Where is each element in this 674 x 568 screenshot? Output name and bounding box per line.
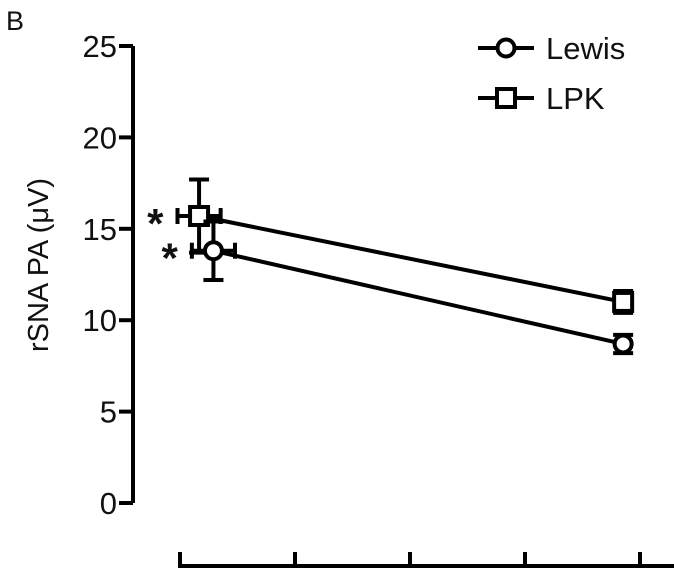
chart-annotations: ** xyxy=(147,200,178,282)
series-line-lewis xyxy=(212,248,624,346)
significance-marker: * xyxy=(147,200,164,247)
significance-marker: * xyxy=(162,235,179,282)
data-point-lewis xyxy=(612,333,634,355)
y-tick-label: 5 xyxy=(100,395,117,430)
y-axis-title: rSNA PA (μV) xyxy=(23,178,55,352)
data-point-lpk xyxy=(612,290,635,313)
chart-axes: 0 5 10 15 20 25 xyxy=(83,29,674,568)
chart-legend: Lewis LPK xyxy=(478,31,625,116)
legend-label-lpk: LPK xyxy=(546,81,605,116)
series-line-lpk xyxy=(198,214,624,304)
y-tick-label: 20 xyxy=(83,120,117,155)
data-point-lewis xyxy=(202,240,224,262)
y-tick-label: 15 xyxy=(83,212,117,247)
y-tick-label: 0 xyxy=(100,486,117,521)
y-tick-label: 25 xyxy=(83,29,117,64)
y-tick-label: 10 xyxy=(83,303,117,338)
chart-series xyxy=(175,177,635,356)
legend-marker-lpk xyxy=(495,87,517,109)
legend-label-lewis: Lewis xyxy=(546,31,625,66)
legend-marker-lewis xyxy=(495,37,517,59)
panel-label: B xyxy=(6,6,24,36)
